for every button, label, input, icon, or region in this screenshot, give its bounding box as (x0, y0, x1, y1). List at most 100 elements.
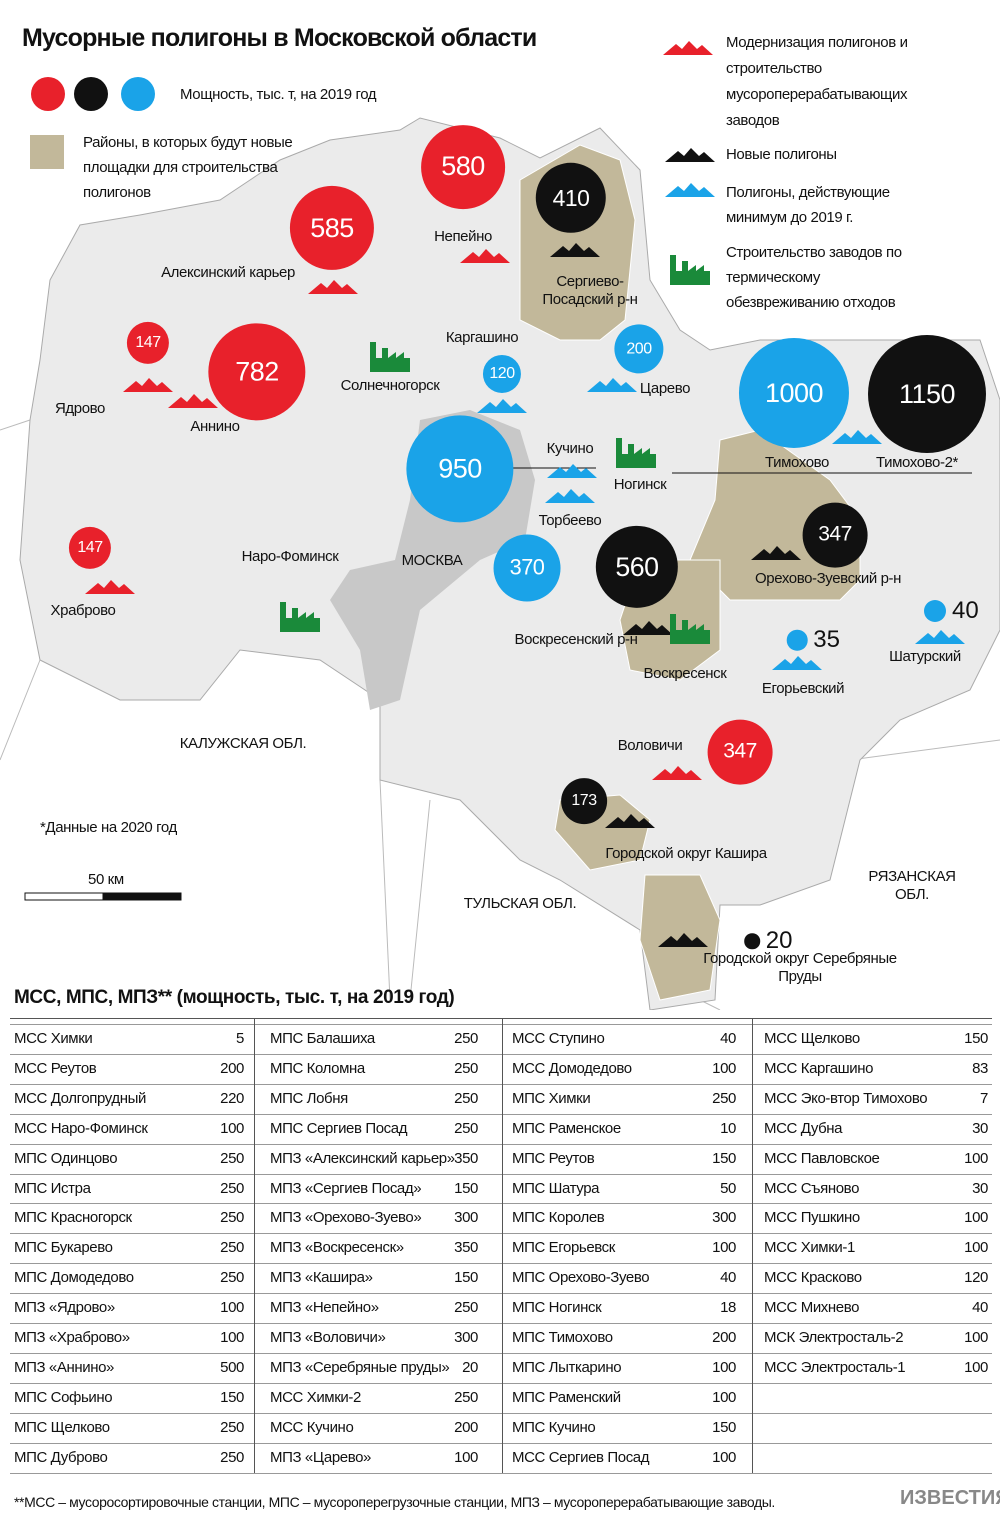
table-rule (10, 1233, 992, 1235)
bubble: 580 (421, 125, 505, 209)
table-rule (10, 1113, 992, 1115)
table-value: 100 (454, 1448, 478, 1466)
table-name: МПС Кучино (512, 1418, 596, 1436)
table-name: МПЗ «Непейно» (270, 1299, 379, 1317)
table-value: 5 (236, 1030, 244, 1047)
landfill-icon (832, 430, 882, 444)
landfill-icon (123, 378, 173, 392)
bubble: 147 (126, 321, 170, 365)
table-name: МПЗ «Серебряные пруды» (270, 1358, 450, 1376)
table-value: 250 (454, 1030, 478, 1047)
table-value: 250 (454, 1119, 478, 1137)
place-label: Воскресенск (643, 665, 727, 682)
landfill-icon (550, 243, 600, 257)
table-value: 250 (454, 1089, 478, 1107)
table-value: 250 (454, 1059, 478, 1077)
table-name: МПС Букарево (14, 1239, 113, 1257)
landfill-icon (915, 630, 965, 644)
bubble: 347 (707, 719, 773, 785)
table-name: МПЗ «Царево» (270, 1448, 371, 1466)
bubble: 1000 (738, 337, 850, 449)
table-name: МСС Химки-1 (764, 1239, 855, 1257)
table-value: 30 (972, 1179, 988, 1197)
table-value: 10 (720, 1119, 736, 1137)
table-value: 100 (712, 1388, 736, 1406)
landfill-icon (587, 378, 637, 392)
table-rule (10, 1173, 992, 1175)
place-label: Наро-Фоминск (241, 548, 339, 565)
table-value: 40 (972, 1299, 988, 1317)
bubble: 200 (614, 324, 664, 374)
bubble-value: 200 (626, 339, 652, 357)
table-value: 250 (454, 1388, 478, 1406)
plant-icon (370, 342, 410, 372)
landfill-icon (663, 41, 713, 55)
table-rule (10, 1018, 992, 1019)
place-label: МОСКВА (401, 552, 463, 569)
table-rule (10, 1472, 992, 1474)
table-value: 100 (964, 1329, 988, 1346)
place-label: Тимохово (765, 454, 829, 471)
map-note: *Данные на 2020 год (40, 819, 177, 836)
table-name: МПС Дуброво (14, 1448, 108, 1466)
table-value: 300 (454, 1329, 478, 1346)
table-value: 83 (972, 1059, 988, 1077)
place-label: Воскресенский р-н (514, 631, 638, 648)
place-label: РЯЗАНСКАЯ ОБЛ. (868, 868, 956, 903)
table-name: МПС Софьино (14, 1388, 113, 1406)
table-value: 120 (964, 1269, 988, 1287)
table-name: МСС Съяново (764, 1179, 860, 1197)
table-value: 250 (220, 1448, 244, 1466)
scale-label: 50 км (88, 871, 124, 888)
bubble-value: 410 (552, 184, 590, 211)
table-value: 18 (720, 1299, 736, 1317)
table-name: МПЗ «Аннино» (14, 1358, 114, 1376)
place-label: Орехово-Зуевский р-н (755, 570, 901, 587)
table-name: МПЗ «Воскресенск» (270, 1239, 404, 1257)
bubble-value: 950 (438, 453, 482, 484)
table-name: МСК Электросталь-2 (764, 1329, 904, 1346)
table-name: МПС Домодедово (14, 1269, 134, 1287)
table-name: МСС Ступино (512, 1030, 605, 1047)
legend-symbols (30, 77, 155, 169)
landfill-icon (308, 280, 358, 294)
table-name: МСС Наро-Фоминск (14, 1119, 148, 1137)
table-rule (10, 1442, 992, 1444)
table-name: МСС Михнево (764, 1299, 860, 1317)
landfill-icon (751, 546, 801, 560)
place-label: Кучино (546, 440, 594, 457)
table-value: 150 (220, 1388, 244, 1406)
table-name: МСС Эко-втор Тимохово (764, 1089, 928, 1107)
table-name: МСС Каргашино (764, 1059, 874, 1077)
place-label: Торбеево (538, 512, 602, 529)
table-value: 100 (712, 1239, 736, 1257)
table-value: 100 (964, 1239, 988, 1257)
bubble-value: 35 (813, 626, 840, 653)
bubble: 370 (493, 534, 561, 602)
table-value: 100 (964, 1209, 988, 1227)
bubble-value: 585 (310, 212, 354, 243)
table-value: 150 (454, 1179, 478, 1197)
landfill-icon (772, 656, 822, 670)
bubble-value: 40 (952, 597, 979, 624)
table-rule (10, 1083, 992, 1085)
landfill-icon (547, 464, 597, 478)
table-name: МПЗ «Сергиев Посад» (270, 1179, 422, 1197)
table-value: 40 (720, 1269, 736, 1287)
bubble: 347 (802, 502, 868, 568)
landfill-icon (658, 933, 708, 947)
table-value: 250 (220, 1149, 244, 1167)
table-value: 40 (720, 1030, 736, 1047)
table-value: 100 (220, 1299, 244, 1317)
place-label: Алексинский карьер (161, 264, 295, 281)
table-value: 200 (454, 1418, 478, 1436)
table-rule (10, 1143, 992, 1145)
table-name: МПЗ «Ядрово» (14, 1299, 115, 1317)
table-rule (10, 1382, 992, 1384)
table-value: 100 (964, 1358, 988, 1376)
legend-capacity: Мощность, тыс. т, на 2019 год (180, 86, 377, 103)
table-value: 100 (712, 1358, 736, 1376)
table-name: МСС Красково (764, 1269, 862, 1287)
legend-new-landfills: Новые полигоны (726, 146, 837, 163)
